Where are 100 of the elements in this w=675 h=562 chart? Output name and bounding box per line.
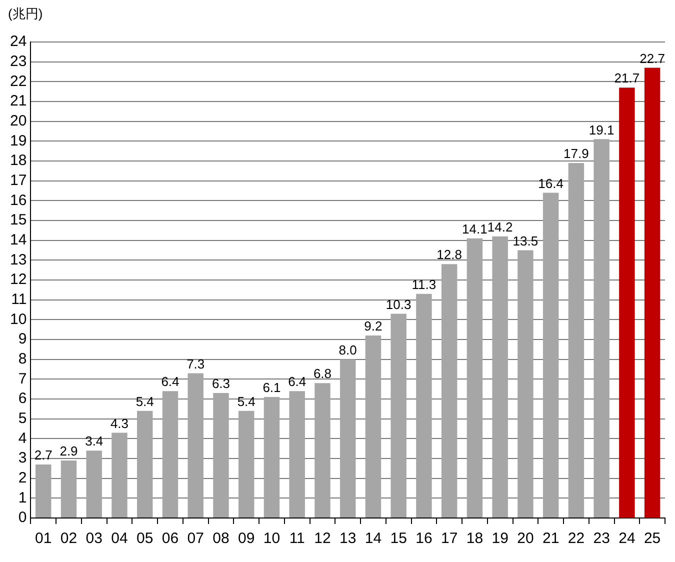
x-tick-label: 09: [238, 530, 255, 548]
data-label: 11.3: [412, 276, 436, 292]
y-tick-label: 17: [10, 172, 27, 189]
x-tick-label: 17: [440, 530, 458, 548]
y-tick-label: 3: [18, 450, 27, 467]
bar: [542, 192, 559, 518]
data-label: 5.4: [136, 394, 154, 409]
x-tick-label: 12: [314, 530, 331, 548]
data-label: 14.1: [462, 221, 488, 236]
bar: [289, 391, 305, 518]
y-tick-label: 19: [10, 132, 27, 150]
bar: [594, 139, 610, 518]
y-tick-label: 20: [10, 112, 27, 130]
x-tick-label: 02: [60, 530, 78, 548]
y-tick-label: 10: [10, 310, 27, 328]
data-label: 6.3: [212, 376, 230, 392]
x-tick-label: 23: [593, 530, 610, 548]
x-tick-label: 08: [212, 530, 230, 548]
y-tick-label: 23: [10, 52, 27, 70]
x-tick-label: 13: [340, 530, 356, 548]
data-label: 2.9: [60, 444, 78, 459]
y-tick-label: 5: [18, 410, 27, 427]
bar: [568, 162, 584, 518]
bar: [441, 264, 458, 518]
bar: [365, 336, 382, 518]
data-label: 7.3: [186, 356, 205, 372]
data-label: 6.4: [161, 374, 180, 390]
y-tick-label: 12: [10, 271, 27, 288]
y-tick-label: 16: [10, 192, 27, 209]
y-tick-label: 2: [18, 469, 27, 486]
y-tick-label: 4: [18, 430, 27, 447]
data-label: 3.4: [85, 434, 104, 449]
y-tick-label: 1: [18, 489, 27, 506]
x-tick-label: 05: [136, 530, 154, 548]
bar: [213, 393, 229, 518]
bar: [188, 373, 204, 518]
bar: [416, 294, 432, 518]
data-label: 19.1: [588, 122, 614, 138]
x-tick-label: 25: [644, 530, 661, 548]
y-tick-label: 21: [10, 92, 27, 110]
data-label: 8.0: [338, 342, 357, 358]
y-tick-label: 14: [10, 231, 27, 248]
x-tick-label: 06: [162, 530, 179, 548]
y-tick-label: 13: [10, 251, 27, 268]
data-label: 6.1: [262, 380, 281, 396]
bar: [466, 238, 483, 518]
y-axis-title: (兆円): [8, 6, 43, 22]
x-tick-label: 18: [466, 530, 484, 548]
bar: [136, 410, 153, 518]
x-tick-label: 14: [364, 530, 382, 548]
x-tick-label: 11: [289, 530, 305, 548]
data-label: 17.9: [564, 146, 589, 162]
data-label: 21.7: [614, 70, 640, 86]
bar: [60, 460, 77, 518]
data-label: 10.3: [386, 296, 412, 312]
bar: [36, 464, 52, 518]
bar: [518, 250, 534, 518]
data-label: 6.8: [313, 366, 332, 382]
data-label: 5.4: [237, 394, 256, 409]
x-tick-label: 10: [263, 530, 280, 548]
bar: [238, 410, 254, 518]
x-tick-label: 24: [618, 530, 636, 548]
data-label: 13.5: [512, 233, 538, 248]
x-tick-label: 01: [35, 530, 52, 548]
data-label: 2.7: [34, 448, 52, 463]
x-tick-label: 15: [390, 530, 407, 548]
bar: [86, 450, 102, 518]
y-tick-label: 24: [10, 33, 27, 50]
x-tick-label: 16: [416, 530, 432, 548]
y-tick-label: 22: [10, 72, 27, 90]
x-tick-label: 19: [492, 530, 508, 548]
bar: [264, 397, 280, 518]
y-tick-label: 0: [18, 509, 27, 526]
y-tick-label: 7: [18, 370, 27, 388]
y-tick-label: 18: [10, 152, 27, 170]
y-tick-label: 15: [10, 212, 27, 229]
y-tick-label: 6: [18, 390, 27, 408]
data-label: 4.3: [110, 416, 129, 431]
x-tick-label: 20: [517, 530, 534, 548]
bar: [162, 391, 178, 518]
bar: [314, 383, 330, 518]
x-tick-label: 03: [86, 530, 102, 548]
data-label: 12.8: [436, 247, 462, 262]
data-label: 22.7: [640, 50, 665, 66]
y-tick-label: 9: [18, 330, 27, 348]
x-tick-label: 04: [111, 530, 128, 548]
data-label: 6.4: [288, 374, 306, 390]
x-tick-label: 21: [542, 530, 560, 548]
bar: [492, 236, 508, 518]
data-label: 14.2: [487, 219, 513, 234]
bar: [390, 314, 406, 518]
bar: [644, 68, 660, 518]
data-label: 9.2: [364, 318, 382, 334]
x-tick-label: 22: [568, 530, 585, 548]
data-label: 16.4: [538, 176, 564, 191]
bar: [619, 88, 635, 518]
x-tick-label: 07: [187, 530, 204, 548]
y-tick-label: 11: [11, 290, 27, 308]
bar: [112, 432, 128, 518]
y-tick-label: 8: [18, 350, 27, 368]
